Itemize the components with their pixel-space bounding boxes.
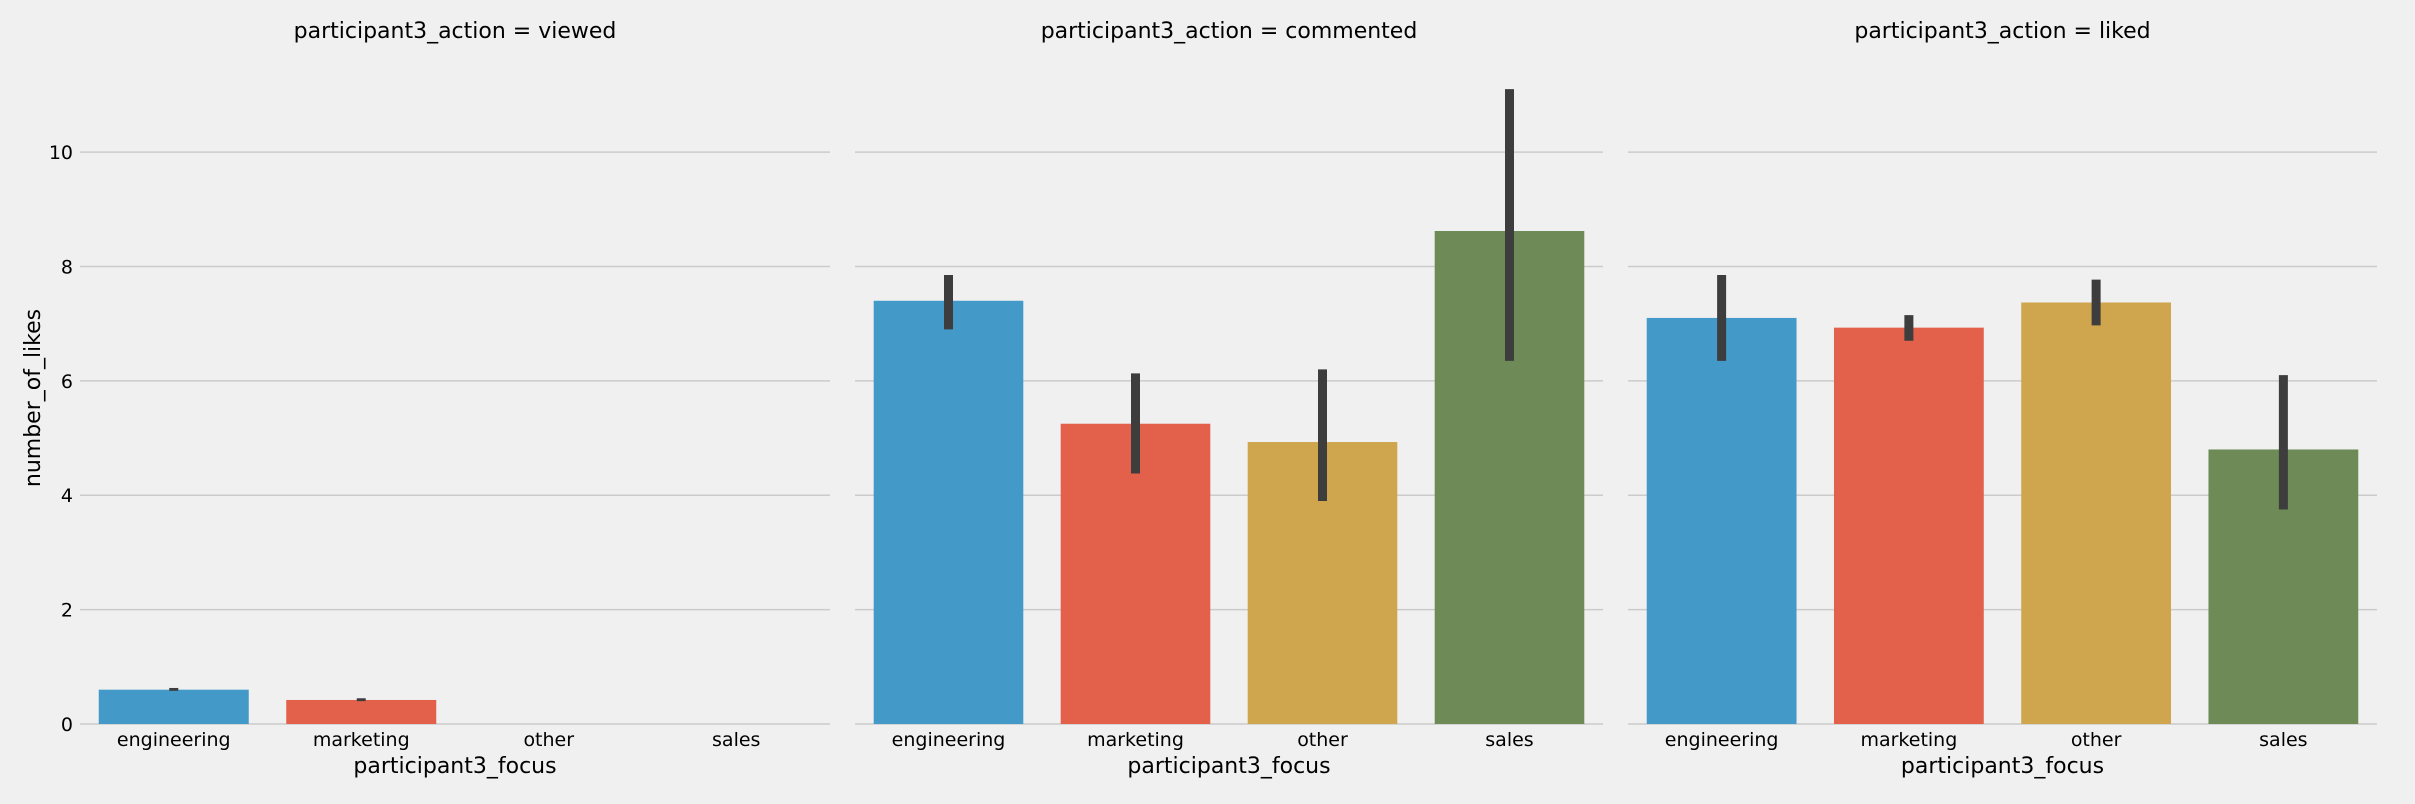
- bar-marketing: [1060, 423, 1211, 724]
- x-tick-label: marketing: [1087, 729, 1184, 751]
- x-tick-label: engineering: [1665, 729, 1779, 751]
- bar-engineering: [98, 689, 249, 724]
- x-tick-label: marketing: [313, 729, 410, 751]
- bar-engineering: [873, 300, 1024, 724]
- panel-title: participant3_action = liked: [1854, 19, 2150, 44]
- panel-title: participant3_action = commented: [1041, 19, 1418, 44]
- x-axis-label: participant3_focus: [1127, 754, 1330, 779]
- x-tick-label: engineering: [117, 729, 231, 751]
- x-axis-label: participant3_focus: [1901, 754, 2104, 779]
- x-tick-label: sales: [2259, 729, 2307, 751]
- x-axis-label: participant3_focus: [353, 754, 556, 779]
- x-tick-label: other: [1297, 729, 1348, 751]
- y-tick-label: 8: [61, 256, 73, 278]
- x-tick-label: sales: [1485, 729, 1533, 751]
- y-tick-label: 0: [61, 714, 73, 736]
- x-tick-label: sales: [712, 729, 760, 751]
- x-tick-label: marketing: [1860, 729, 1957, 751]
- y-tick-label: 4: [61, 485, 73, 507]
- bar-marketing: [286, 699, 437, 724]
- x-tick-label: other: [523, 729, 574, 751]
- panel-title: participant3_action = viewed: [294, 19, 617, 44]
- bar-engineering: [1646, 317, 1797, 724]
- y-tick-label: 6: [61, 371, 73, 393]
- y-tick-label: 10: [49, 142, 73, 164]
- x-tick-label: engineering: [892, 729, 1006, 751]
- y-tick-label: 2: [61, 600, 73, 622]
- x-tick-label: other: [2071, 729, 2122, 751]
- bar-other: [2021, 302, 2172, 724]
- y-axis-label: number_of_likes: [21, 309, 46, 487]
- bar-marketing: [1833, 327, 1984, 724]
